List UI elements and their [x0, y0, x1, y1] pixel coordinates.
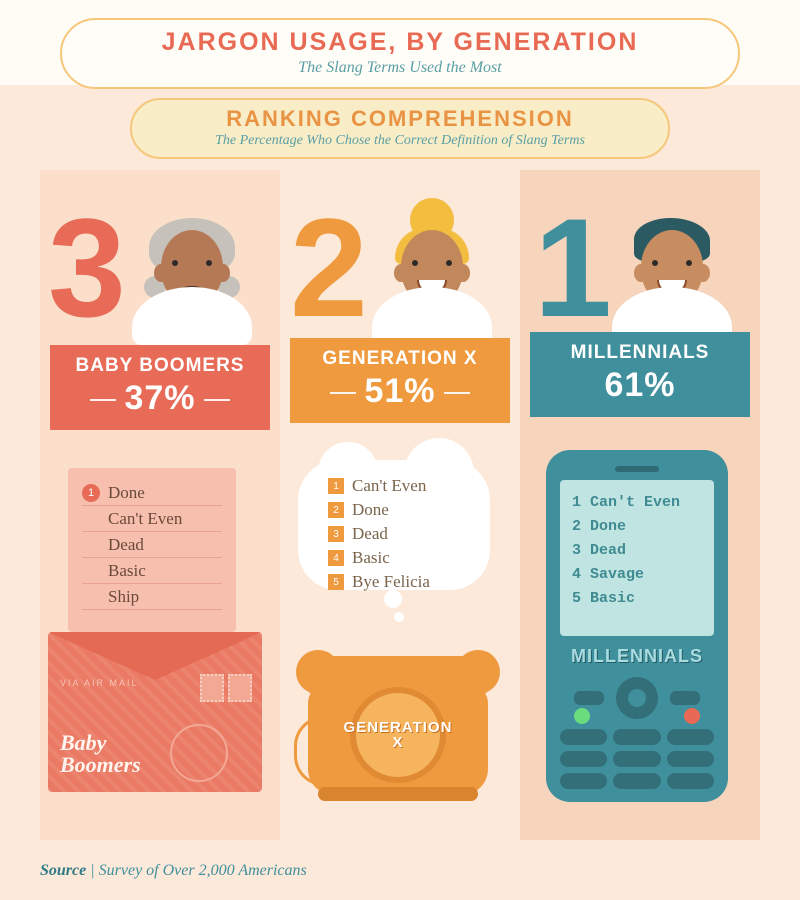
list-item: 3Dead [82, 532, 222, 558]
envelope-flap-icon [48, 632, 262, 680]
slang-term: Ship [108, 587, 139, 607]
slang-term: Can't Even [590, 494, 680, 511]
column-boomers: 3 BABY BOOMERS 37% 1Done 2Can't Even 3De… [40, 170, 280, 840]
source-line: Source | Survey of Over 2,000 Americans [40, 862, 307, 880]
slang-term: Done [108, 483, 145, 503]
list-item: 1 Can't Even [572, 494, 702, 518]
slang-term: Basic [108, 561, 146, 581]
slang-term: Bye Felicia [352, 572, 430, 592]
list-item: 2 Done [572, 518, 702, 542]
call-button-icon [574, 708, 590, 724]
list-item: 1Can't Even [328, 474, 430, 498]
slang-term: Can't Even [108, 509, 182, 529]
rotary-phone-icon: GENERATIONX [308, 620, 488, 795]
rank-number-genx: 2 [290, 198, 368, 338]
avatar-genx [362, 190, 502, 345]
columns: 3 BABY BOOMERS 37% 1Done 2Can't Even 3De… [40, 170, 760, 840]
keypad-icon [560, 729, 714, 789]
device-label-millennials: MILLENNIALS [560, 646, 714, 667]
column-genx: 2 GENERATION X 51% 1Can't Even 2Done [280, 170, 520, 840]
speaker-icon [615, 466, 659, 472]
title-pill: JARGON USAGE, BY GENERATION The Slang Te… [60, 18, 740, 89]
eyes-icon [652, 260, 692, 266]
illustration-boomers: 1Done 2Can't Even 3Dead 4Basic 5Ship VIA… [40, 450, 280, 840]
column-millennials: 1 MILLENNIALS 61% 1 Can't Even 2 Done 3 … [520, 170, 760, 840]
list-item: 1Done [82, 480, 222, 506]
phone-screen: 1 Can't Even 2 Done 3 Dead 4 Savage 5 Ba… [560, 480, 714, 636]
list-item: 2Can't Even [82, 506, 222, 532]
label-block-boomers: BABY BOOMERS 37% [50, 345, 270, 430]
label-block-millennials: MILLENNIALS 61% [530, 332, 750, 417]
slang-term: Done [352, 500, 389, 520]
eyes-icon [412, 260, 452, 266]
eyes-icon [172, 260, 212, 266]
device-label-genx: GENERATIONX [344, 720, 453, 750]
slang-term: Dead [108, 535, 144, 555]
stamps-icon [200, 674, 252, 702]
envelope-icon: VIA AIR MAIL BabyBoomers [48, 632, 262, 792]
page-subtitle: The Slang Terms Used the Most [82, 59, 718, 77]
list-item: 4 Savage [572, 566, 702, 590]
rank-number-millennials: 1 [534, 198, 612, 338]
airmail-label: VIA AIR MAIL [60, 678, 139, 688]
generation-name: GENERATION X [294, 348, 506, 370]
list-item: 2Done [328, 498, 430, 522]
list-item: 4Basic [82, 558, 222, 584]
list-item: 3 Dead [572, 542, 702, 566]
ranking-subtitle: The Percentage Who Chose the Correct Def… [152, 133, 648, 149]
avatar-millennial [602, 190, 742, 345]
shirt-icon [372, 287, 492, 345]
phone-dial-icon: GENERATIONX [350, 687, 446, 783]
generation-pct: 51% [294, 372, 506, 411]
generation-pct: 37% [54, 379, 266, 418]
rank-number-boomers: 3 [48, 198, 126, 338]
generation-name: BABY BOOMERS [54, 355, 266, 377]
thought-bubble-icon: 1Can't Even 2Done 3Dead 4Basic 5Bye Feli… [294, 450, 494, 610]
list-item: 4Basic [328, 546, 430, 570]
ranking-pill: RANKING COMPREHENSION The Percentage Who… [130, 98, 670, 159]
slang-term: Savage [590, 566, 644, 583]
slang-term: Done [590, 518, 626, 535]
hangup-button-icon [684, 708, 700, 724]
list-item: 3Dead [328, 522, 430, 546]
slang-term: Dead [590, 542, 626, 559]
generation-pct: 61% [534, 366, 746, 405]
letter-icon: 1Done 2Can't Even 3Dead 4Basic 5Ship [68, 468, 236, 632]
cellphone-icon: 1 Can't Even 2 Done 3 Dead 4 Savage 5 Ba… [546, 450, 728, 802]
source-text: Survey of Over 2,000 Americans [99, 862, 307, 879]
slang-term: Basic [590, 590, 635, 607]
slang-term: Can't Even [352, 476, 426, 496]
page-title: JARGON USAGE, BY GENERATION [82, 28, 718, 57]
list-item: 5Bye Felicia [328, 570, 430, 594]
slang-list-genx: 1Can't Even 2Done 3Dead 4Basic 5Bye Feli… [328, 474, 430, 594]
generation-name: MILLENNIALS [534, 342, 746, 364]
avatar-boomer [122, 190, 262, 345]
postmark-icon [170, 724, 228, 782]
list-item: 5Ship [82, 584, 222, 610]
list-item: 5 Basic [572, 590, 702, 614]
device-label-boomers: BabyBoomers [60, 732, 141, 776]
ranking-title: RANKING COMPREHENSION [152, 106, 648, 132]
illustration-genx: 1Can't Even 2Done 3Dead 4Basic 5Bye Feli… [280, 450, 520, 840]
label-block-genx: GENERATION X 51% [290, 338, 510, 423]
slang-term: Basic [352, 548, 390, 568]
illustration-millennials: 1 Can't Even 2 Done 3 Dead 4 Savage 5 Ba… [520, 450, 760, 840]
source-label: Source [40, 862, 86, 879]
slang-term: Dead [352, 524, 388, 544]
